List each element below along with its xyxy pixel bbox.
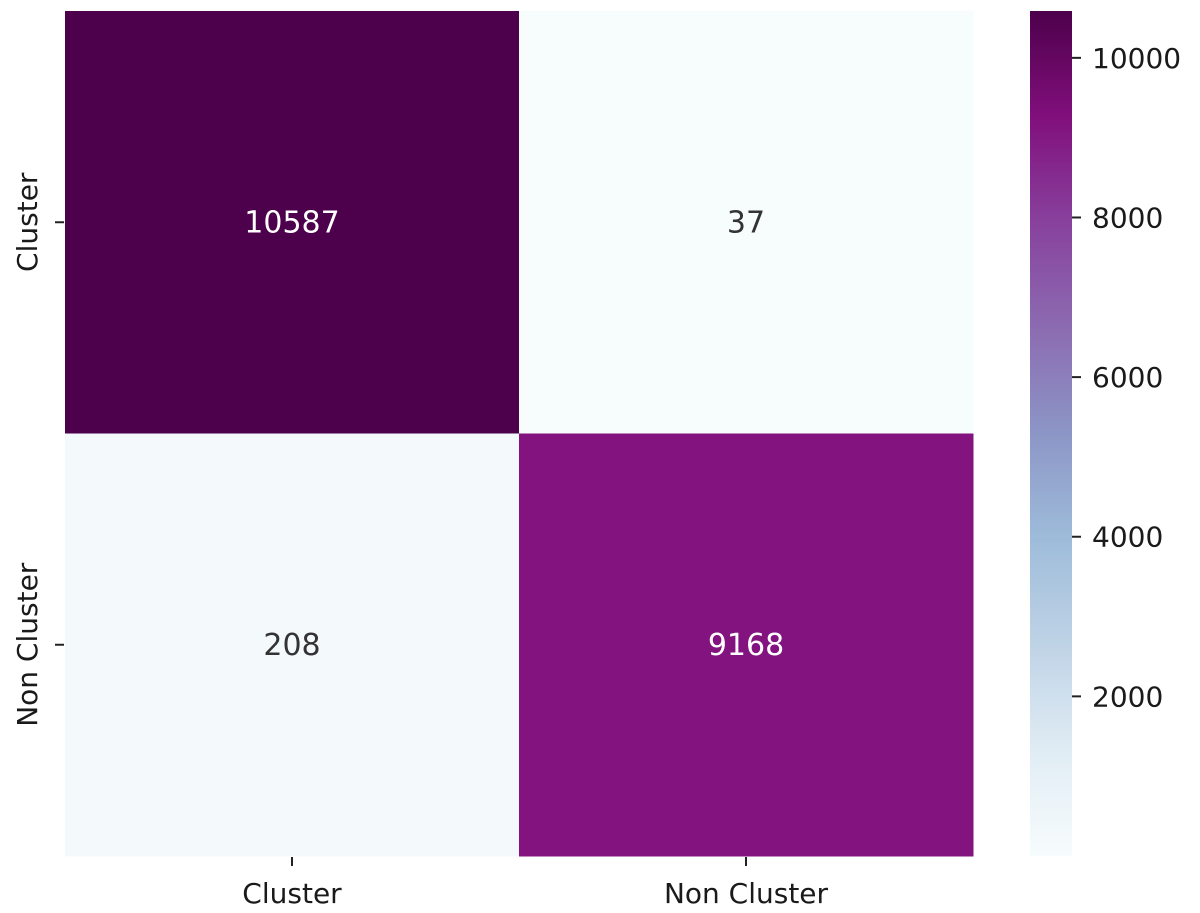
x-axis: Cluster Non Cluster (242, 857, 829, 910)
x-tick-label: Cluster (242, 877, 342, 910)
colorbar-tick-label: 8000 (1092, 201, 1163, 234)
x-tick-label: Non Cluster (664, 877, 829, 910)
cell-value-label: 208 (263, 628, 320, 663)
colorbar-tick-label: 10000 (1092, 42, 1181, 75)
heatmap-cell-r1-c0 (65, 433, 520, 857)
colorbar-tick-label: 4000 (1092, 521, 1163, 554)
y-axis: Cluster Non Cluster (11, 172, 64, 727)
y-tick-label: Non Cluster (11, 562, 44, 727)
colorbar-tick-label: 6000 (1092, 361, 1163, 394)
heatmap-cells: 10587 37 208 9168 (65, 11, 974, 857)
heatmap-cell-r1-c1 (519, 433, 974, 857)
cell-value-label: 9168 (708, 628, 784, 663)
colorbar-tick-label: 2000 (1092, 680, 1163, 713)
cell-value-label: 37 (727, 205, 765, 240)
colorbar-gradient (1030, 11, 1072, 856)
heatmap-cell-r0-c1 (519, 11, 974, 434)
heatmap-cell-r0-c0 (65, 11, 520, 434)
colorbar: 2000 4000 6000 8000 10000 (1030, 11, 1181, 856)
cell-value-label: 10587 (244, 205, 339, 240)
y-tick-label: Cluster (11, 172, 44, 272)
